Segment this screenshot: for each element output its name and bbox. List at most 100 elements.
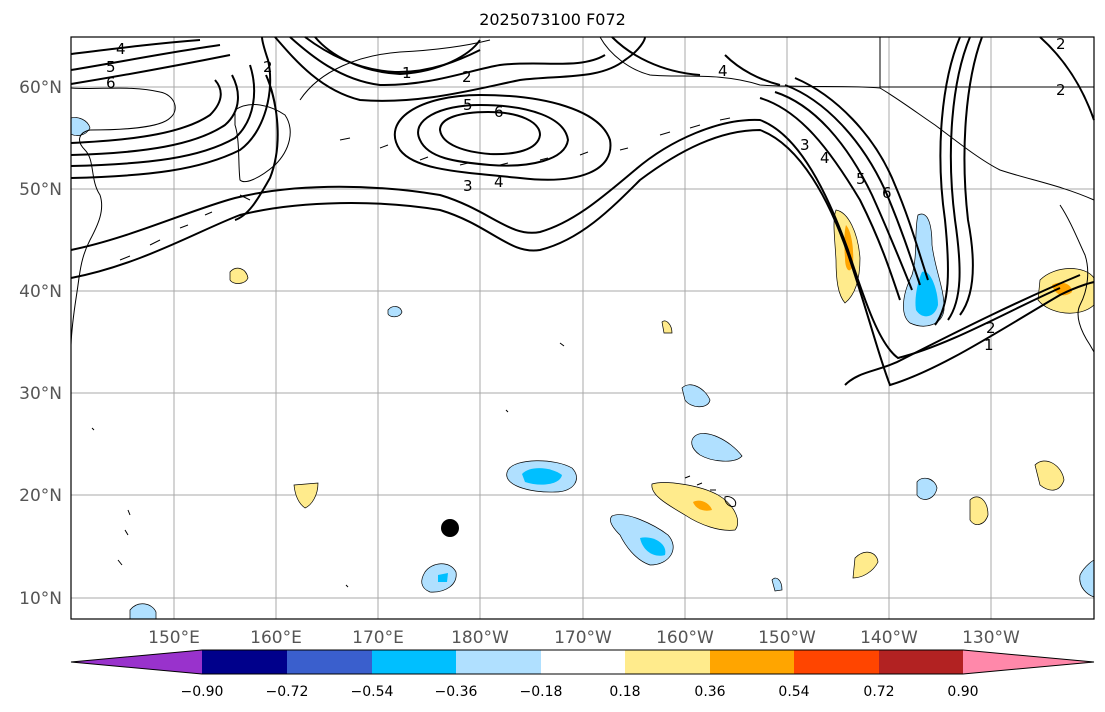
contour-label: 5: [856, 170, 866, 188]
colorbar-tick: −0.72: [266, 684, 309, 700]
contour-line: [70, 39, 201, 55]
contour-label: 6: [106, 74, 116, 92]
lat-label: 30°N: [19, 384, 62, 404]
positive-anomaly-area: [1034, 460, 1065, 491]
contour-line: [417, 103, 570, 167]
contour-line: [844, 274, 1081, 386]
lon-label: 170°E: [352, 628, 404, 648]
colorbar-extend-low: [71, 650, 202, 674]
lat-label: 40°N: [19, 282, 62, 302]
colorbar-tick: 0.54: [778, 684, 809, 700]
colorbar-segment: [372, 650, 456, 674]
colorbar-tick: −0.54: [351, 684, 394, 700]
positive-anomaly-area: [661, 320, 673, 334]
contour-line: [959, 36, 983, 316]
contour-line: [314, 36, 481, 76]
negative-anomaly-area: [691, 433, 743, 462]
lat-label: 20°N: [19, 486, 62, 506]
contour-line: [774, 91, 913, 291]
contour-line: [70, 54, 231, 85]
colorbar-tick: 0.72: [863, 684, 894, 700]
contour-label: 5: [463, 96, 473, 114]
contour-label: 1: [402, 64, 412, 82]
contour-label-group: 4 5 6 2 1 2 5 6 3 4 4 3 4 5 6 2 1 2 2: [106, 35, 1066, 354]
colorbar-tick: 0.90: [947, 684, 978, 700]
positive-anomaly-area: [293, 482, 319, 509]
colorbar-segment: [287, 650, 372, 674]
contour-label: 2: [462, 68, 472, 86]
location-marker: [441, 519, 459, 537]
lon-label: 160°W: [656, 628, 714, 648]
lon-label: 150°E: [148, 628, 200, 648]
colorbar-segment: [456, 650, 541, 674]
negative-anomaly-core: [915, 271, 938, 317]
contour-line: [438, 110, 542, 156]
aleutian-islands: [339, 117, 731, 166]
contour-label: 3: [463, 177, 473, 195]
negative-anomaly-area: [916, 477, 938, 500]
contour-label: 2: [1056, 81, 1066, 99]
north-america-coastline: [1059, 204, 1095, 353]
contour-label: 2: [1056, 35, 1066, 53]
contour-line: [70, 79, 222, 144]
positive-anomaly-area: [969, 496, 989, 525]
contour-line: [70, 74, 239, 156]
colorbar-extend-high: [963, 650, 1094, 674]
contour-line: [1039, 36, 1095, 121]
colorbar-segment: [879, 650, 963, 674]
contour-line: [70, 128, 1095, 387]
contour-line: [274, 36, 646, 102]
contour-label: 2: [986, 319, 996, 337]
colorbar-tick: −0.36: [435, 684, 478, 700]
contour-line: [934, 36, 961, 326]
contour-lines: [70, 36, 1095, 387]
colorbar-tick: 0.36: [694, 684, 725, 700]
negative-anomaly-core: [640, 537, 666, 556]
negative-anomaly-area: [681, 384, 711, 408]
contour-label: 4: [494, 173, 504, 191]
colorbar-segment: [625, 650, 710, 674]
colorbar-segment: [794, 650, 879, 674]
positive-anomaly-area: [651, 482, 739, 531]
positive-anomaly-area: [229, 267, 249, 284]
colorbar-tick: −0.18: [520, 684, 563, 700]
asia-coastline: [70, 87, 176, 346]
canada-border: [879, 37, 1094, 88]
contour-line: [70, 36, 272, 179]
contour-line: [304, 36, 481, 74]
contour-label: 2: [263, 58, 273, 76]
contour-label: 4: [820, 149, 830, 167]
colorbar-outline: [70, 649, 1095, 675]
coastlines: [70, 36, 1095, 588]
contour-line: [947, 36, 971, 321]
contour-line: [70, 44, 221, 71]
contour-line: [784, 84, 921, 286]
lon-label: 160°E: [250, 628, 302, 648]
lat-label: 60°N: [19, 78, 62, 98]
contour-label: 5: [106, 58, 116, 76]
negative-anomaly-core: [438, 573, 448, 582]
lon-label: 170°W: [554, 628, 612, 648]
contour-label: 4: [718, 62, 728, 80]
negative-anomaly-area: [129, 603, 157, 620]
contour-line: [234, 74, 279, 221]
contour-line: [759, 97, 901, 301]
lat-label: 50°N: [19, 180, 62, 200]
longitude-labels: 150°E 160°E 170°E 180°W 170°W 160°W 150°…: [148, 628, 1020, 648]
negative-anomaly-area: [771, 577, 783, 592]
map-frame: [70, 36, 1095, 620]
small-islands: [91, 342, 565, 588]
contour-label: 6: [882, 184, 892, 202]
lon-label: 130°W: [962, 628, 1020, 648]
kamchatka-coastline: [234, 104, 291, 183]
contour-label: 6: [494, 103, 504, 121]
colorbar-tick: 0.18: [609, 684, 640, 700]
colorbar-tick: −0.90: [181, 684, 224, 700]
contour-line: [393, 93, 612, 181]
kuril-islands: [119, 194, 251, 261]
colorbar-segment: [541, 650, 625, 674]
lon-label: 180°W: [451, 628, 509, 648]
contour-line: [724, 54, 781, 86]
lon-label: 150°W: [758, 628, 816, 648]
map-title: 2025073100 F072: [479, 10, 626, 29]
